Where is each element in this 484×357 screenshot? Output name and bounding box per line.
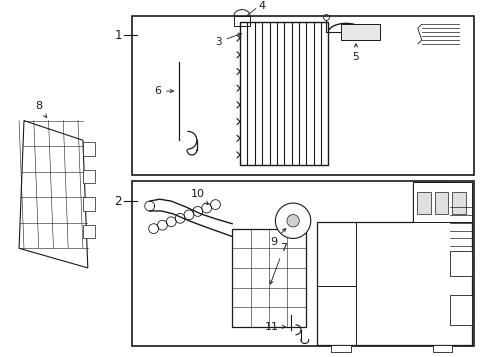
Text: 2: 2 (114, 195, 122, 208)
FancyArrowPatch shape (289, 208, 291, 212)
FancyArrowPatch shape (281, 214, 286, 216)
Bar (434, 192, 447, 214)
Bar (331, 345, 350, 352)
Polygon shape (316, 182, 471, 345)
Bar (83, 197, 94, 211)
Bar (451, 192, 465, 214)
Bar (449, 295, 471, 325)
Bar (449, 251, 471, 276)
FancyArrowPatch shape (301, 217, 305, 220)
Text: 5: 5 (352, 44, 359, 62)
Bar (83, 170, 94, 183)
Circle shape (287, 215, 299, 227)
Bar (232, 228, 305, 327)
Polygon shape (19, 121, 88, 268)
Bar (83, 142, 94, 156)
Text: 10: 10 (190, 189, 208, 205)
Text: 3: 3 (215, 33, 241, 47)
Text: 11: 11 (264, 322, 285, 332)
Text: 8: 8 (35, 101, 46, 117)
Text: 1: 1 (114, 29, 122, 42)
Text: 9: 9 (269, 228, 285, 247)
Circle shape (275, 203, 310, 238)
FancyArrowPatch shape (300, 226, 304, 227)
Bar (412, 182, 471, 222)
FancyArrowPatch shape (294, 230, 296, 233)
Text: 7: 7 (270, 243, 287, 284)
Bar (132, 15, 473, 175)
Text: 6: 6 (154, 86, 173, 96)
Bar (240, 22, 328, 165)
FancyArrowPatch shape (298, 209, 299, 214)
Bar (132, 181, 473, 347)
FancyArrowPatch shape (280, 222, 284, 224)
Bar (432, 345, 451, 352)
Text: 4: 4 (257, 1, 265, 11)
Bar (416, 192, 430, 214)
FancyArrowPatch shape (286, 228, 287, 232)
Bar (234, 16, 249, 26)
Bar (341, 24, 380, 40)
Bar (83, 225, 94, 238)
